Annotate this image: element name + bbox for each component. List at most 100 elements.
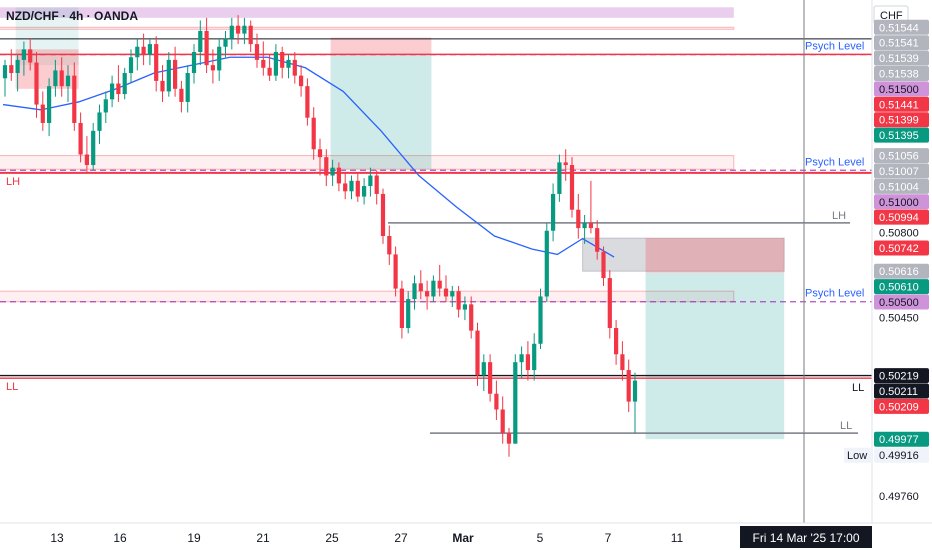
candle[interactable] (557, 154, 562, 202)
candle[interactable] (179, 80, 184, 113)
candle[interactable] (128, 49, 134, 84)
candle[interactable] (576, 193, 581, 239)
candle[interactable] (393, 246, 398, 297)
plot-area[interactable]: LH LL LH LL LL Psych Level Psych Level Psych Le… (0, 0, 872, 523)
candle[interactable] (374, 170, 379, 205)
candle[interactable] (242, 17, 247, 45)
candle[interactable] (72, 62, 77, 131)
candle[interactable] (254, 33, 260, 68)
candle[interactable] (500, 396, 505, 444)
candle[interactable] (191, 44, 197, 84)
candle[interactable] (97, 104, 102, 144)
candle[interactable] (614, 320, 619, 365)
candle[interactable] (494, 380, 499, 420)
candle[interactable] (324, 149, 329, 187)
candle[interactable] (588, 180, 593, 234)
candle[interactable] (626, 359, 631, 413)
candle[interactable] (15, 54, 20, 92)
candle[interactable] (173, 46, 178, 97)
candle[interactable] (519, 346, 524, 378)
candle[interactable] (204, 17, 209, 74)
candle[interactable] (362, 178, 367, 205)
candle[interactable] (116, 65, 121, 102)
candle[interactable] (166, 52, 171, 97)
candle[interactable] (406, 291, 411, 334)
candle[interactable] (2, 59, 8, 97)
candle[interactable] (299, 65, 304, 97)
candle[interactable] (185, 65, 190, 113)
candle[interactable] (273, 44, 278, 81)
candle[interactable] (336, 162, 341, 192)
candle[interactable] (91, 122, 96, 171)
candle[interactable] (607, 270, 612, 339)
candle[interactable] (601, 246, 606, 286)
candle[interactable] (141, 33, 146, 66)
candle[interactable] (267, 54, 272, 81)
candle[interactable] (229, 17, 234, 50)
candle[interactable] (147, 38, 152, 66)
candle[interactable] (210, 49, 215, 84)
candle[interactable] (425, 280, 430, 310)
candle[interactable] (551, 183, 556, 242)
candle[interactable] (110, 75, 115, 108)
candle[interactable] (305, 78, 310, 126)
candle[interactable] (481, 354, 486, 392)
candle[interactable] (563, 149, 568, 181)
candle[interactable] (469, 296, 474, 339)
candle[interactable] (380, 188, 386, 244)
candle[interactable] (418, 270, 423, 300)
candle[interactable] (317, 138, 323, 176)
candle[interactable] (65, 65, 71, 102)
candle[interactable] (53, 59, 58, 97)
candle[interactable] (311, 107, 316, 160)
candle[interactable] (443, 275, 449, 302)
candle[interactable] (506, 427, 512, 457)
candle[interactable] (330, 159, 335, 187)
candle[interactable] (349, 175, 354, 200)
candle[interactable] (431, 275, 436, 302)
candle[interactable] (488, 354, 493, 402)
candle[interactable] (40, 91, 45, 131)
candle[interactable] (595, 220, 600, 260)
candle[interactable] (355, 172, 360, 202)
candle[interactable] (462, 296, 467, 321)
candle[interactable] (368, 167, 373, 197)
candle[interactable] (21, 41, 26, 76)
candle[interactable] (248, 20, 253, 52)
candle[interactable] (261, 41, 266, 76)
candle[interactable] (286, 54, 291, 79)
candle[interactable] (198, 20, 203, 66)
candle[interactable] (47, 78, 52, 137)
candle[interactable] (632, 372, 638, 434)
candle[interactable] (525, 341, 530, 381)
candle[interactable] (135, 38, 140, 71)
candle[interactable] (412, 275, 417, 310)
candle[interactable] (538, 288, 543, 350)
candle[interactable] (28, 38, 33, 71)
candle[interactable] (582, 214, 587, 244)
candle[interactable] (59, 57, 64, 97)
candle[interactable] (280, 46, 285, 79)
candle[interactable] (292, 52, 297, 84)
candle[interactable] (154, 36, 159, 92)
candle[interactable] (620, 341, 625, 381)
candle[interactable] (513, 354, 518, 444)
candle[interactable] (569, 157, 575, 218)
candle[interactable] (450, 285, 455, 307)
candle[interactable] (103, 91, 108, 123)
candle[interactable] (532, 333, 537, 381)
candle[interactable] (217, 38, 222, 81)
candle[interactable] (223, 30, 228, 58)
candle[interactable] (456, 285, 461, 318)
candle[interactable] (160, 65, 165, 102)
candle[interactable] (387, 225, 392, 265)
candle[interactable] (236, 15, 241, 45)
candle[interactable] (544, 222, 549, 302)
candle[interactable] (78, 112, 83, 163)
candle[interactable] (343, 172, 348, 200)
candle[interactable] (437, 264, 442, 297)
candle[interactable] (399, 280, 404, 339)
candle[interactable] (122, 67, 127, 100)
